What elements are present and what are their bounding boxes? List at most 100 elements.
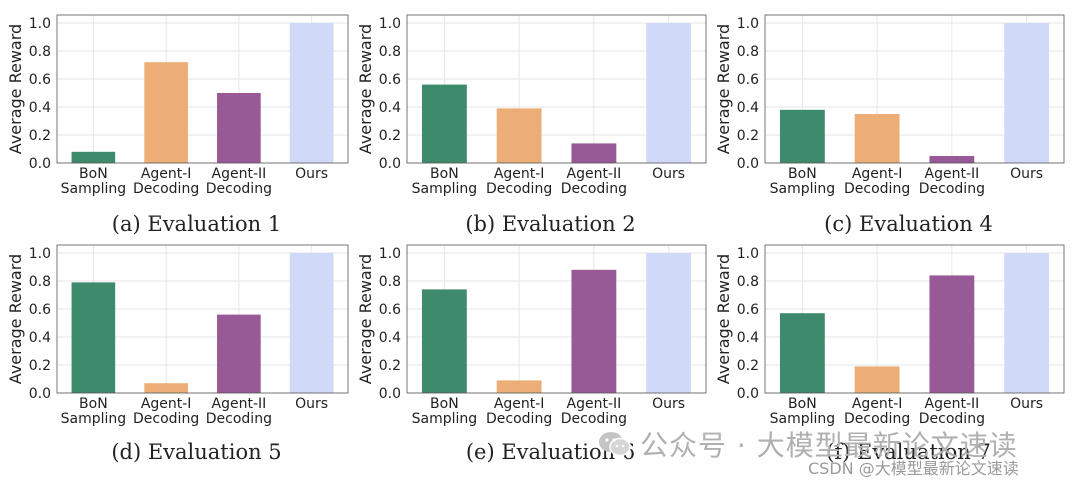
y-tick-label: 0.4 xyxy=(29,330,51,346)
y-tick-label: 0.8 xyxy=(29,44,51,60)
chart-panel-2: 0.0 0.2 0.4 0.6 0.8 1.0 BoN Sampling Agent-I Deco… xyxy=(356,14,707,236)
bar-agent-i-decoding xyxy=(144,62,188,164)
x-tick-label: Agent-I Decoding xyxy=(133,166,199,197)
y-tick-label: 0.4 xyxy=(379,100,401,116)
y-tick-label: 0.0 xyxy=(737,386,759,402)
bar-ours xyxy=(289,23,334,163)
x-tick-label: Agent-II Decoding xyxy=(919,396,985,427)
bar-bon-sampling xyxy=(71,282,116,393)
y-axis-label: Average Reward xyxy=(6,24,25,154)
x-tick-label: Ours xyxy=(1010,166,1043,182)
bar-agent-i-decoding xyxy=(496,380,542,393)
y-tick-label: 1.0 xyxy=(379,16,401,32)
panel-caption: (f) Evaluation 7 xyxy=(826,440,991,464)
y-tick-label: 0.8 xyxy=(737,274,759,290)
plot-frame xyxy=(56,14,349,164)
x-tick-label: Ours xyxy=(295,396,328,412)
bar-ours xyxy=(646,253,692,393)
panel-caption: (a) Evaluation 1 xyxy=(112,212,281,236)
y-tick-label: 0.8 xyxy=(379,44,401,60)
y-tick-label: 0.0 xyxy=(29,386,51,402)
plot-frame xyxy=(406,14,707,164)
x-tick-label: Ours xyxy=(295,166,328,182)
csdn-watermark: CSDN @大模型最新论文速读 xyxy=(808,459,1019,478)
y-tick-label: 1.0 xyxy=(29,16,51,32)
y-tick-label: 0.2 xyxy=(379,358,401,374)
bar-bon-sampling xyxy=(71,151,116,163)
bar-ours xyxy=(1004,253,1050,393)
bar-agent-ii-decoding xyxy=(217,314,261,393)
wechat-watermark: 公众号 · 大模型最新论文速读 xyxy=(598,424,1018,464)
y-tick-label: 0.2 xyxy=(737,358,759,374)
plot-frame xyxy=(406,244,707,394)
x-tick-label: Agent-I Decoding xyxy=(133,396,199,427)
x-tick-label: Ours xyxy=(652,396,685,412)
plot-frame xyxy=(764,244,1065,394)
x-tick-label: Ours xyxy=(1010,396,1043,412)
y-tick-label: 0.6 xyxy=(29,302,51,318)
x-tick-label: Agent-I Decoding xyxy=(486,166,552,197)
bar-agent-i-decoding xyxy=(496,108,542,163)
x-tick-label: Agent-II Decoding xyxy=(206,166,272,197)
y-tick-label: 0.4 xyxy=(737,100,759,116)
bar-agent-i-decoding xyxy=(144,383,188,393)
x-tick-label: Agent-II Decoding xyxy=(206,396,272,427)
wechat-watermark-text: 公众号 · 大模型最新论文速读 xyxy=(640,429,1018,462)
x-tick-label: BoN Sampling xyxy=(770,166,836,197)
y-tick-label: 0.6 xyxy=(737,72,759,88)
panel-caption: (b) Evaluation 2 xyxy=(465,212,635,236)
y-tick-label: 0.0 xyxy=(29,156,51,172)
chart-panel-5: 0.0 0.2 0.4 0.6 0.8 1.0 BoN Sampling Agent-I Deco… xyxy=(356,244,707,464)
bar-agent-i-decoding xyxy=(854,114,900,163)
y-tick-label: 0.8 xyxy=(379,274,401,290)
bar-agent-ii-decoding xyxy=(571,269,617,393)
bar-bon-sampling xyxy=(779,313,825,393)
y-tick-label: 0.6 xyxy=(29,72,51,88)
y-tick-label: 0.2 xyxy=(737,128,759,144)
bar-ours xyxy=(1004,23,1050,163)
y-tick-label: 0.6 xyxy=(737,302,759,318)
bar-bon-sampling xyxy=(779,109,825,163)
y-tick-label: 0.0 xyxy=(379,156,401,172)
y-tick-label: 1.0 xyxy=(737,16,759,32)
x-tick-label: BoN Sampling xyxy=(412,166,478,197)
x-tick-label: BoN Sampling xyxy=(61,166,127,197)
chart-panel-6: 0.0 0.2 0.4 0.6 0.8 1.0 BoN Sampling Agent-I Deco… xyxy=(714,244,1065,464)
y-tick-label: 0.4 xyxy=(29,100,51,116)
panel-caption: (d) Evaluation 5 xyxy=(111,440,281,464)
wechat-icon xyxy=(599,432,631,457)
y-tick-label: 0.0 xyxy=(379,386,401,402)
x-tick-label: Agent-II Decoding xyxy=(919,166,985,197)
y-tick-label: 0.6 xyxy=(379,302,401,318)
y-axis-label: Average Reward xyxy=(6,254,25,384)
y-tick-label: 0.8 xyxy=(29,274,51,290)
y-axis-label: Average Reward xyxy=(714,254,733,384)
bar-agent-i-decoding xyxy=(854,366,900,393)
chart-panel-3: 0.0 0.2 0.4 0.6 0.8 1.0 BoN Sampling Agent-I Deco… xyxy=(714,14,1065,236)
y-tick-label: 0.8 xyxy=(737,44,759,60)
plot-frame xyxy=(56,244,349,394)
x-tick-label: BoN Sampling xyxy=(770,396,836,427)
panel-caption: (c) Evaluation 4 xyxy=(824,212,993,236)
y-axis-label: Average Reward xyxy=(356,254,375,384)
plot-frame xyxy=(764,14,1065,164)
y-tick-label: 0.2 xyxy=(29,358,51,374)
x-tick-label: Agent-II Decoding xyxy=(561,166,627,197)
bar-ours xyxy=(289,253,334,393)
y-tick-label: 1.0 xyxy=(737,246,759,262)
y-tick-label: 0.2 xyxy=(379,128,401,144)
y-axis-label: Average Reward xyxy=(356,24,375,154)
bar-bon-sampling xyxy=(421,84,467,163)
y-axis-label: Average Reward xyxy=(714,24,733,154)
bar-agent-ii-decoding xyxy=(571,143,617,163)
x-tick-label: Agent-I Decoding xyxy=(844,166,910,197)
x-tick-label: Agent-I Decoding xyxy=(486,396,552,427)
y-tick-label: 0.4 xyxy=(737,330,759,346)
y-tick-label: 0.2 xyxy=(29,128,51,144)
x-tick-label: Agent-I Decoding xyxy=(844,396,910,427)
y-tick-label: 0.4 xyxy=(379,330,401,346)
y-tick-label: 1.0 xyxy=(379,246,401,262)
x-tick-label: Agent-II Decoding xyxy=(561,396,627,427)
